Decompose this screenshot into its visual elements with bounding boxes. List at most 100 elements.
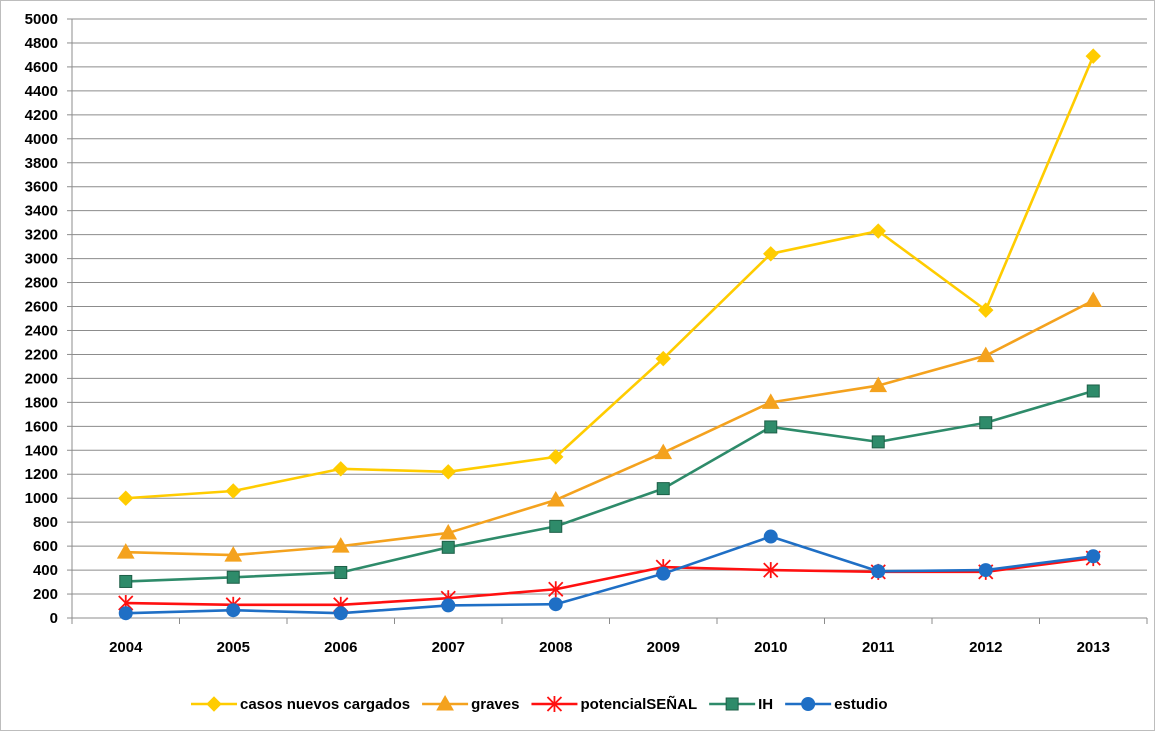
triangle-marker <box>439 523 458 540</box>
data-point <box>871 564 886 579</box>
x-tick-label: 2010 <box>754 639 787 656</box>
y-tick-labels: 0 200 400 600 800 1000 1200 1400 1600 1800 2000 220… <box>25 11 58 627</box>
y-tick-label: 4600 <box>25 59 58 76</box>
data-point <box>1086 384 1100 398</box>
legend-item: graves <box>422 694 519 713</box>
data-point <box>869 376 888 393</box>
diamond-marker <box>118 490 134 506</box>
data-point <box>333 606 348 621</box>
series-line <box>125 55 1095 500</box>
data-point <box>334 565 348 579</box>
y-tick-label: 200 <box>33 586 58 603</box>
legend-item: casos nuevos cargados <box>191 696 410 713</box>
data-point <box>976 346 995 363</box>
circle-marker <box>763 529 778 544</box>
diamond-marker <box>763 246 779 262</box>
square-marker <box>656 482 670 496</box>
square-marker <box>441 540 455 554</box>
x-tick-label: 2007 <box>432 639 465 656</box>
data-point <box>333 461 349 477</box>
y-tick-label: 3000 <box>25 251 58 268</box>
x-tick-label: 2004 <box>109 639 143 656</box>
data-point <box>548 449 564 465</box>
data-point <box>978 302 994 318</box>
data-point <box>440 464 456 480</box>
triangle-marker <box>116 543 135 559</box>
data-point <box>1084 291 1103 308</box>
data-point <box>441 598 456 613</box>
series-2 <box>116 291 1103 562</box>
triangle-marker <box>224 546 243 562</box>
y-tick-label: 3400 <box>25 203 58 220</box>
diamond-marker <box>206 696 222 712</box>
data-point <box>656 482 670 496</box>
legend-label: graves <box>471 696 519 713</box>
series-line <box>125 535 1094 615</box>
legend-marker <box>436 694 454 711</box>
data-point <box>656 566 671 581</box>
legend-marker <box>546 696 563 712</box>
x-tick-label: 2013 <box>1077 639 1110 656</box>
data-point <box>441 540 455 554</box>
y-tick-label: 2400 <box>25 322 58 339</box>
diamond-marker <box>870 223 886 239</box>
square-marker <box>725 697 739 711</box>
data-point <box>654 443 673 460</box>
y-tick-label: 4400 <box>25 83 58 100</box>
series-group <box>116 48 1103 621</box>
data-point <box>116 543 135 559</box>
y-tick-label: 3800 <box>25 155 58 172</box>
square-marker <box>334 565 348 579</box>
triangle-marker <box>869 376 888 393</box>
series-line <box>125 389 1094 583</box>
gridlines <box>72 18 1147 595</box>
data-point <box>548 597 563 612</box>
y-tick-label: 800 <box>33 514 58 531</box>
x-tick-label: 2009 <box>647 639 680 656</box>
series-line <box>125 299 1094 557</box>
data-point <box>548 581 564 598</box>
square-marker <box>226 570 240 584</box>
triangle-marker <box>436 694 454 711</box>
circle-marker <box>1086 549 1101 564</box>
y-tick-label: 2000 <box>25 370 58 387</box>
diamond-marker <box>978 302 994 318</box>
circle-marker <box>656 566 671 581</box>
data-point <box>655 350 671 367</box>
data-point <box>978 563 993 578</box>
y-tick-label: 3200 <box>25 227 58 244</box>
x-tick-labels: 2004 2005 2006 2007 2008 2009 2010 2011 2012 2013 <box>109 639 1110 656</box>
circle-marker <box>548 597 563 612</box>
data-point <box>763 246 779 262</box>
data-point <box>226 603 241 618</box>
x-tick-label: 2005 <box>217 639 250 656</box>
y-tick-label: 1000 <box>25 490 58 507</box>
series-4 <box>119 384 1100 588</box>
diamond-marker <box>1085 48 1101 64</box>
legend-marker <box>801 697 816 711</box>
data-point <box>764 420 778 434</box>
x-tick-label: 2011 <box>862 639 895 656</box>
legend-marker <box>206 696 222 712</box>
circle-marker <box>801 697 816 711</box>
legend-label: estudio <box>834 696 887 713</box>
legend: casos nuevos cargados graves potencialSEÑA… <box>191 694 887 713</box>
y-tick-label: 1200 <box>25 466 58 483</box>
legend-label: potencialSEÑAL <box>580 695 697 713</box>
y-tick-label: 3600 <box>25 179 58 196</box>
data-point <box>871 435 885 449</box>
y-tick-label: 400 <box>33 562 58 579</box>
diamond-marker <box>225 483 241 499</box>
triangle-marker <box>654 443 673 460</box>
y-tick-label: 4800 <box>25 35 58 52</box>
circle-marker <box>978 563 993 578</box>
data-point <box>439 523 458 540</box>
y-tick-label: 2600 <box>25 299 58 316</box>
y-tick-label: 1400 <box>25 442 58 459</box>
x-tick-label: 2008 <box>539 639 572 656</box>
square-marker <box>549 519 563 533</box>
diamond-marker <box>333 461 349 477</box>
data-point <box>118 490 134 506</box>
y-tick-label: 2800 <box>25 275 58 292</box>
circle-marker <box>118 606 133 621</box>
